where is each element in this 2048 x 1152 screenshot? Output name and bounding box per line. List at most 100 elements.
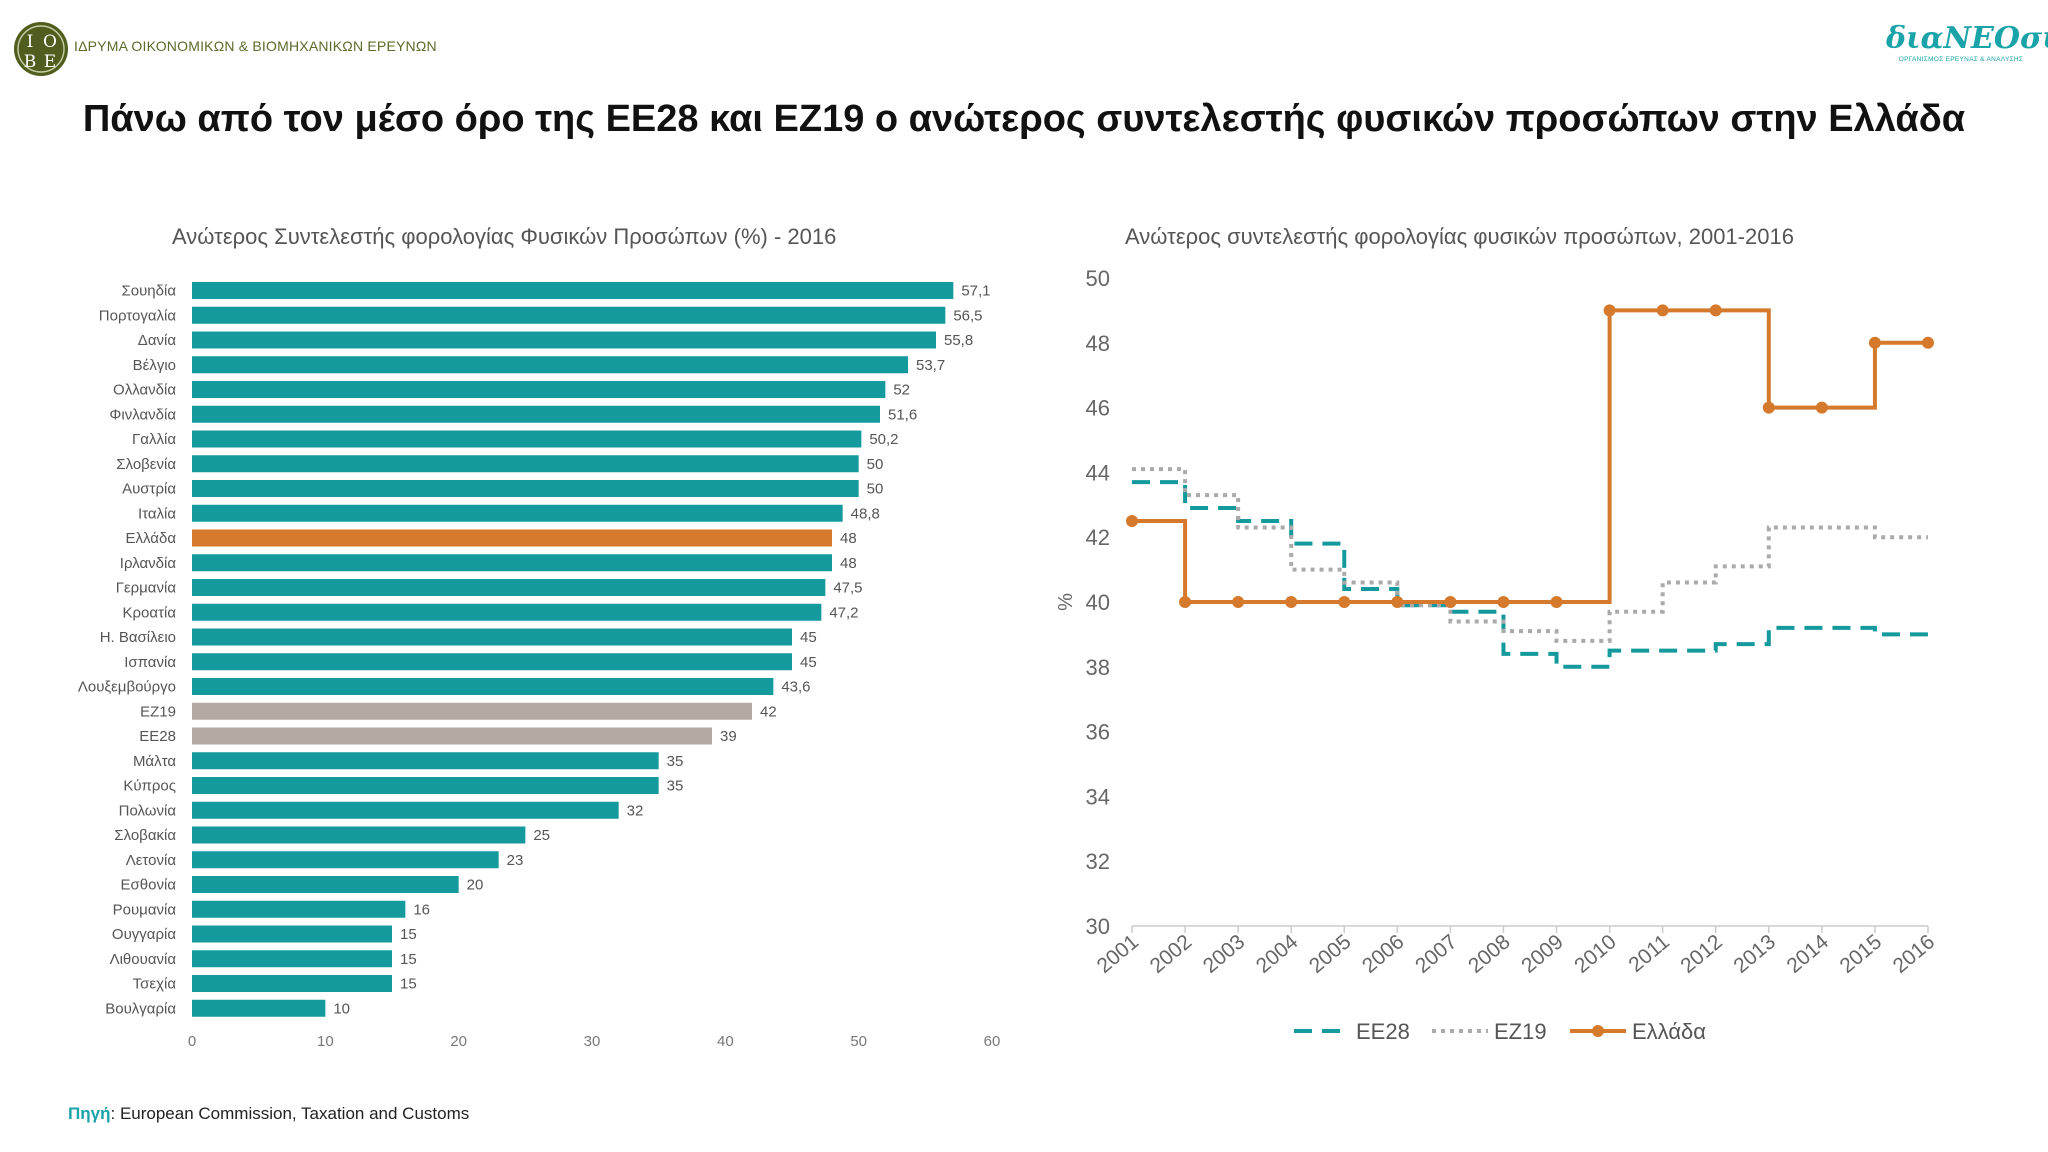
bar <box>192 529 832 547</box>
series-point <box>1603 304 1616 317</box>
bar-value-label: 15 <box>400 976 417 993</box>
x-tick-label: 2003 <box>1199 930 1250 978</box>
bar-category-label: Γαλλία <box>132 431 176 448</box>
bar-category-label: Μάλτα <box>133 753 176 770</box>
bar-value-label: 51,6 <box>888 406 917 423</box>
iobe-letter-4: Ε <box>44 52 56 72</box>
bar-category-label: Ολλανδία <box>113 382 176 399</box>
bar <box>192 331 936 349</box>
bar-value-label: 47,5 <box>833 580 862 597</box>
bar <box>192 579 826 596</box>
bar <box>192 504 843 522</box>
series-line <box>1132 308 1928 604</box>
bar-category-label: Φινλανδία <box>109 406 176 423</box>
bar <box>192 628 792 646</box>
bar <box>192 925 392 943</box>
series-point <box>1497 596 1510 608</box>
bar-category-label: Βέλγιο <box>133 357 176 374</box>
y-tick-label: 44 <box>1086 460 1110 485</box>
bar-category-label: Σλοβενία <box>116 456 176 473</box>
series-point <box>1762 401 1775 414</box>
bar-category-label: Λιθουανία <box>110 951 177 968</box>
source-text: : European Commission, Taxation and Cust… <box>110 1104 470 1123</box>
y-tick-label: 50 <box>1086 266 1110 291</box>
iobe-logo: Ι Ο Β Ε <box>14 22 68 76</box>
bar <box>192 851 499 869</box>
bar <box>192 702 752 720</box>
iobe-logo-ring <box>17 25 65 73</box>
bar-category-label: Λουξεμβούργο <box>78 679 176 696</box>
series-point <box>1126 515 1138 527</box>
x-tick-label: 2012 <box>1676 930 1727 978</box>
y-tick-label: 38 <box>1086 655 1110 680</box>
bar-value-label: 35 <box>667 778 684 795</box>
bar-category-label: Ρουμανία <box>113 901 177 918</box>
bar <box>192 356 908 374</box>
bar-chart-title: Ανώτερος Συντελεστής φορολογίας Φυσικών … <box>172 224 837 249</box>
bar-value-label: 56,5 <box>953 307 982 324</box>
bar <box>192 801 619 819</box>
bar <box>192 999 326 1017</box>
bar-value-label: 42 <box>760 703 777 720</box>
bar-value-label: 50 <box>867 456 884 473</box>
bar <box>192 876 459 893</box>
dianeosis-name: διαΝΕΟσις <box>1886 21 2048 56</box>
bar-category-label: Τσεχία <box>133 976 177 993</box>
x-tick-label: 30 <box>584 1033 601 1050</box>
dianeosis-logo[interactable]: διαΝΕΟσις ΟΡΓΑΝΙΣΜΟΣ ΕΡΕΥΝΑΣ & ΑΝΑΛΥΣΗΣ <box>1886 21 2048 64</box>
bar-value-label: 35 <box>667 753 684 770</box>
bar-value-label: 15 <box>400 926 417 943</box>
series-point <box>1656 304 1669 317</box>
bar <box>192 405 880 423</box>
y-tick-label: 34 <box>1086 784 1110 809</box>
x-tick-label: 50 <box>850 1033 867 1050</box>
bar-category-label: Δανία <box>138 332 177 349</box>
bar-category-label: Ελλάδα <box>126 530 177 547</box>
series-point <box>1815 401 1828 414</box>
bar-value-label: 45 <box>800 629 817 646</box>
legend-label: ΕΕ28 <box>1356 1019 1410 1044</box>
y-tick-label: 32 <box>1086 849 1110 874</box>
bar <box>192 727 712 745</box>
x-tick-label: 2014 <box>1783 930 1834 978</box>
bar-value-label: 43,6 <box>781 679 810 696</box>
bar <box>192 950 392 968</box>
x-tick-label: 0 <box>188 1033 196 1050</box>
source-label: Πηγή <box>68 1104 111 1123</box>
bar-category-label: Ουγγαρία <box>112 926 176 943</box>
iobe-letter-1: Ι <box>27 32 34 52</box>
bar-value-label: 16 <box>413 901 430 918</box>
bar <box>192 306 946 324</box>
x-tick-label: 2005 <box>1305 930 1356 978</box>
bar-value-label: 50 <box>867 481 884 498</box>
bar-value-label: 39 <box>720 728 737 745</box>
bar <box>192 455 859 473</box>
bar-value-label: 23 <box>507 852 524 869</box>
y-tick-label: 30 <box>1086 914 1110 939</box>
x-tick-label: 2007 <box>1411 930 1462 978</box>
bar-value-label: 25 <box>533 827 550 844</box>
bar-value-label: 45 <box>800 654 817 671</box>
bar-category-label: Γερμανία <box>116 580 177 597</box>
bar-value-label: 48 <box>840 555 857 572</box>
series-point <box>1285 596 1298 608</box>
y-tick-label: 36 <box>1086 720 1110 745</box>
x-tick-label: 2004 <box>1252 930 1303 978</box>
dianeosis-tagline: ΟΡΓΑΝΙΣΜΟΣ ΕΡΕΥΝΑΣ & ΑΝΑΛΥΣΗΣ <box>1898 56 2024 63</box>
bar-category-label: Εσθονία <box>121 877 177 894</box>
series-line <box>1132 480 1928 669</box>
series-point <box>1338 596 1351 608</box>
y-tick-label: 42 <box>1086 525 1110 550</box>
bar <box>192 653 792 671</box>
bar-category-label: Η. Βασίλειο <box>100 629 176 646</box>
x-tick-label: 2016 <box>1889 930 1940 978</box>
bar <box>192 480 859 497</box>
bar <box>192 900 406 918</box>
legend-label: Ελλάδα <box>1632 1019 1706 1044</box>
series-line <box>1132 467 1928 643</box>
bar <box>192 381 886 398</box>
x-tick-label: 10 <box>317 1033 334 1050</box>
x-tick-label: 60 <box>984 1033 1001 1050</box>
